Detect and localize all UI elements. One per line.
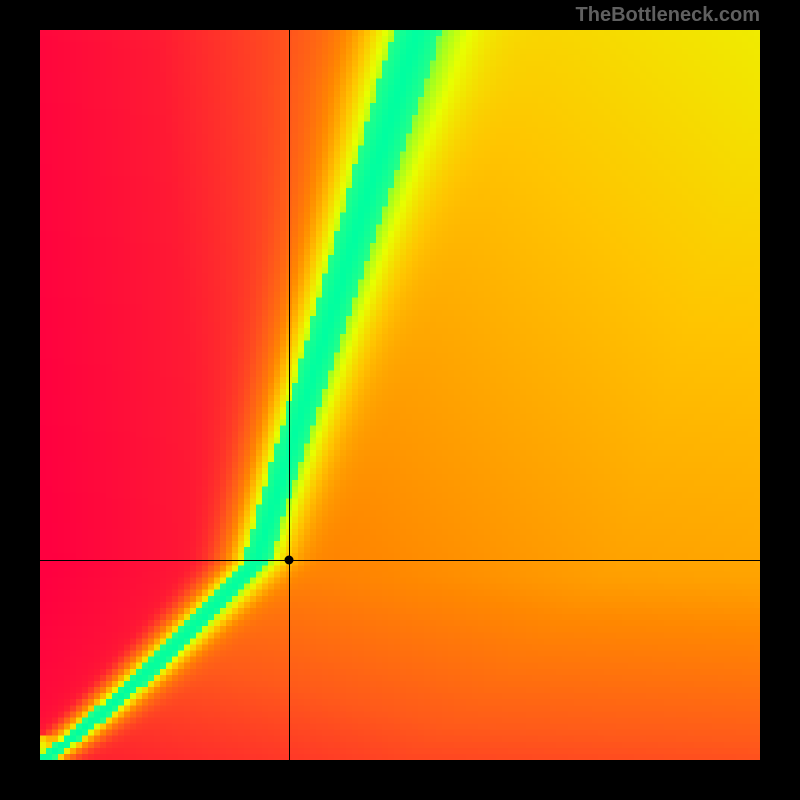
chart-container: TheBottleneck.com xyxy=(0,0,800,800)
watermark-text: TheBottleneck.com xyxy=(576,4,760,27)
crosshair-marker xyxy=(285,555,294,564)
heatmap-plot xyxy=(40,30,760,760)
crosshair-horizontal xyxy=(40,560,760,561)
heatmap-canvas xyxy=(40,30,760,760)
crosshair-vertical xyxy=(289,30,290,760)
